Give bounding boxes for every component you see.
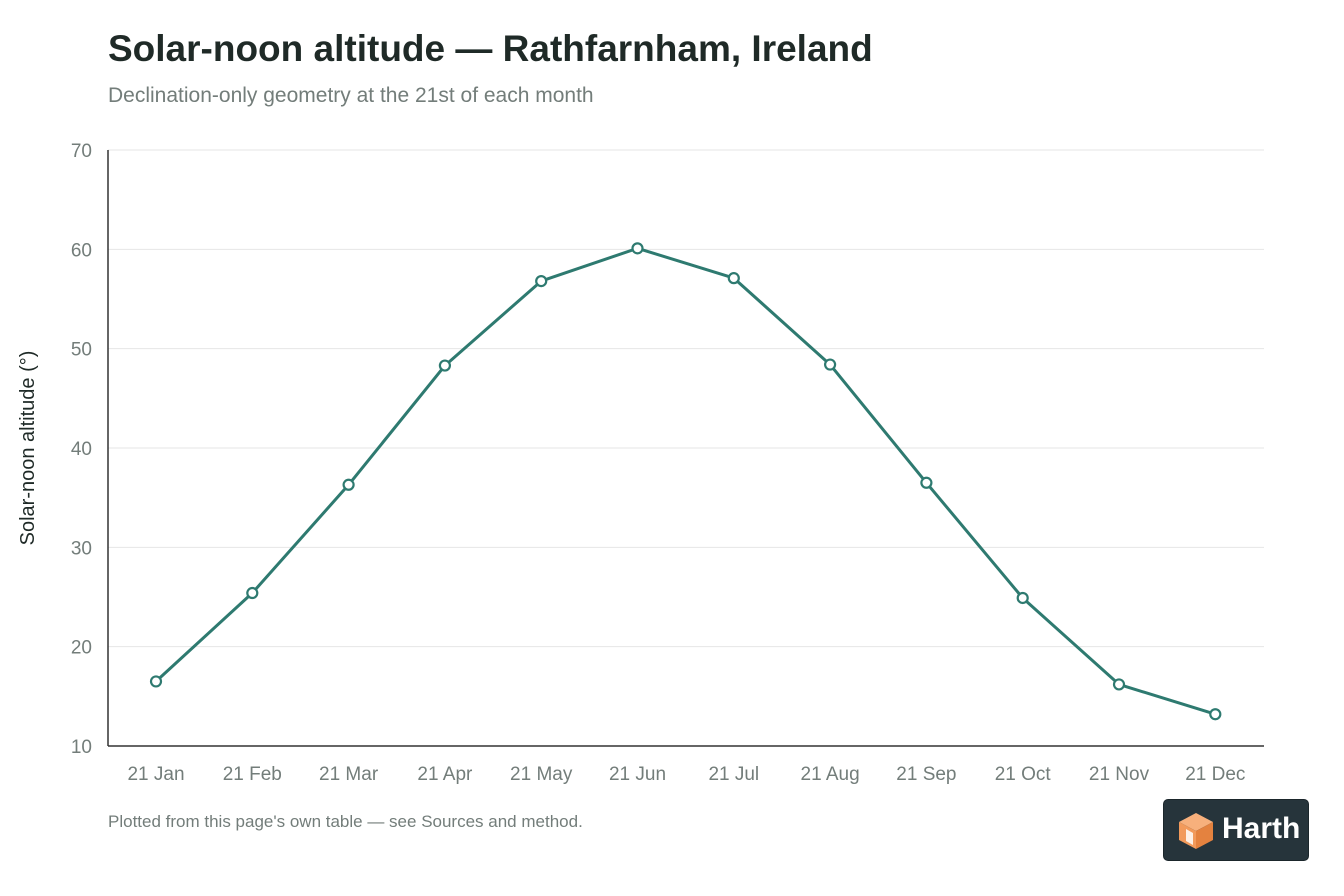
- y-tick-label: 50: [71, 340, 92, 361]
- data-point[interactable]: [342, 478, 355, 491]
- y-tick-label: 20: [71, 638, 92, 659]
- y-tick-label: 40: [71, 439, 92, 460]
- x-tick-label: 21 Mar: [319, 764, 379, 785]
- y-tick-labels: 10 20 30 40 50 60 70: [71, 141, 92, 758]
- y-tick-label: 30: [71, 538, 92, 559]
- data-point[interactable]: [823, 358, 837, 371]
- x-tick-label: 21 Aug: [801, 764, 860, 785]
- x-tick-label: 21 Jul: [708, 764, 759, 785]
- y-tick-label: 70: [71, 141, 92, 162]
- data-point[interactable]: [1209, 708, 1222, 721]
- brand-name: Harth: [1222, 812, 1301, 845]
- gridlines: [108, 149, 1264, 648]
- y-tick-label: 60: [71, 240, 92, 261]
- x-tick-label: 21 Feb: [223, 764, 282, 785]
- x-tick-label: 21 Jan: [127, 764, 184, 785]
- x-tick-label: 21 Nov: [1089, 764, 1150, 785]
- data-point[interactable]: [920, 476, 933, 489]
- data-point[interactable]: [535, 275, 548, 288]
- x-tick-label: 21 Dec: [1185, 764, 1245, 785]
- data-point[interactable]: [1112, 678, 1126, 691]
- data-point[interactable]: [727, 272, 740, 285]
- page-title: Solar-noon altitude — Rathfarnham, Irela…: [108, 28, 873, 69]
- data-point[interactable]: [1016, 591, 1029, 605]
- x-tick-label: 21 May: [510, 764, 573, 785]
- orange-cube-icon: [1179, 813, 1213, 849]
- x-tick-label: 21 Jun: [609, 764, 666, 785]
- data-points: [149, 242, 1222, 721]
- data-point[interactable]: [246, 586, 259, 600]
- data-point[interactable]: [631, 242, 644, 255]
- data-point[interactable]: [438, 359, 451, 372]
- footnote: Plotted from this page's own table — see…: [108, 812, 583, 831]
- page-subtitle: Declination-only geometry at the 21st of…: [108, 84, 594, 107]
- y-tick-label: 10: [71, 737, 92, 758]
- data-point[interactable]: [149, 675, 163, 688]
- series-line: [154, 246, 1216, 716]
- x-tick-label: 21 Sep: [896, 764, 956, 785]
- brand-badge[interactable]: Harth: [1163, 799, 1309, 861]
- x-tick-label: 21 Apr: [417, 764, 473, 785]
- x-tick-labels: 21 Jan 21 Feb 21 Mar 21 Apr 21 May 21 Jun 21 J…: [127, 764, 1245, 785]
- y-axis-label: Solar-noon altitude (°): [17, 351, 39, 546]
- x-tick-label: 21 Oct: [995, 764, 1052, 785]
